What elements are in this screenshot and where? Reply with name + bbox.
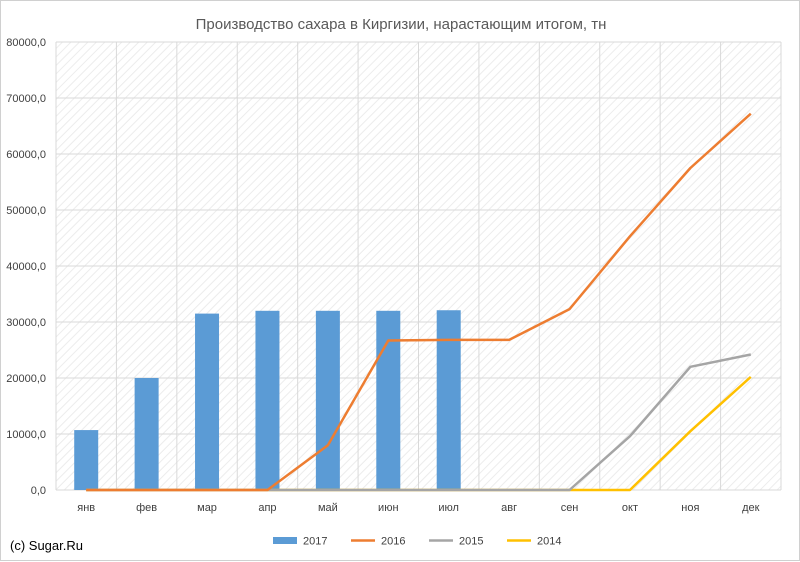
x-tick-label: июл (438, 502, 459, 514)
legend-swatch-2017 (273, 537, 297, 544)
x-tick-label: авг (501, 502, 517, 514)
y-tick-label: 50000,0 (6, 205, 46, 217)
line-series-2016 (86, 112, 752, 492)
y-tick-label: 30000,0 (6, 317, 46, 329)
y-tick-label: 40000,0 (6, 261, 46, 273)
x-tick-label: янв (77, 502, 95, 514)
legend-label-2016: 2016 (381, 536, 405, 548)
x-tick-label: мар (197, 502, 217, 514)
y-tick-label: 0,0 (31, 485, 46, 497)
x-tick-label: апр (258, 502, 276, 514)
legend-label-2017: 2017 (303, 536, 327, 548)
x-tick-label: ноя (681, 502, 699, 514)
y-tick-label: 60000,0 (6, 149, 46, 161)
bar-2017-июл (436, 310, 461, 490)
bar-2017-июн (376, 310, 401, 490)
bar-2017-мар (195, 313, 220, 490)
plot-area: 0,0 10000,0 20000,0 30000,0 40000,0 50000,0 60… (6, 37, 782, 548)
legend-label-2014: 2014 (537, 536, 561, 548)
x-tick-label: сен (561, 502, 579, 514)
y-tick-label: 10000,0 (6, 429, 46, 441)
bar-2017-фев (134, 378, 159, 490)
x-tick-label: июн (378, 502, 398, 514)
legend-label-2015: 2015 (459, 536, 483, 548)
y-tick-label: 20000,0 (6, 373, 46, 385)
copyright-note: (c) Sugar.Ru (10, 538, 83, 553)
y-tick-label: 80000,0 (6, 37, 46, 49)
bar-2017-апр (255, 310, 280, 490)
x-tick-label: май (318, 502, 338, 514)
x-tick-label: дек (742, 502, 760, 514)
x-tick-label: фев (136, 502, 157, 514)
bar-2017-янв (74, 430, 99, 490)
chart-title: Производство сахара в Киргизии, нарастаю… (196, 16, 607, 33)
bar-2017-май (315, 310, 340, 490)
x-tick-label: окт (622, 502, 638, 514)
y-tick-label: 70000,0 (6, 93, 46, 105)
